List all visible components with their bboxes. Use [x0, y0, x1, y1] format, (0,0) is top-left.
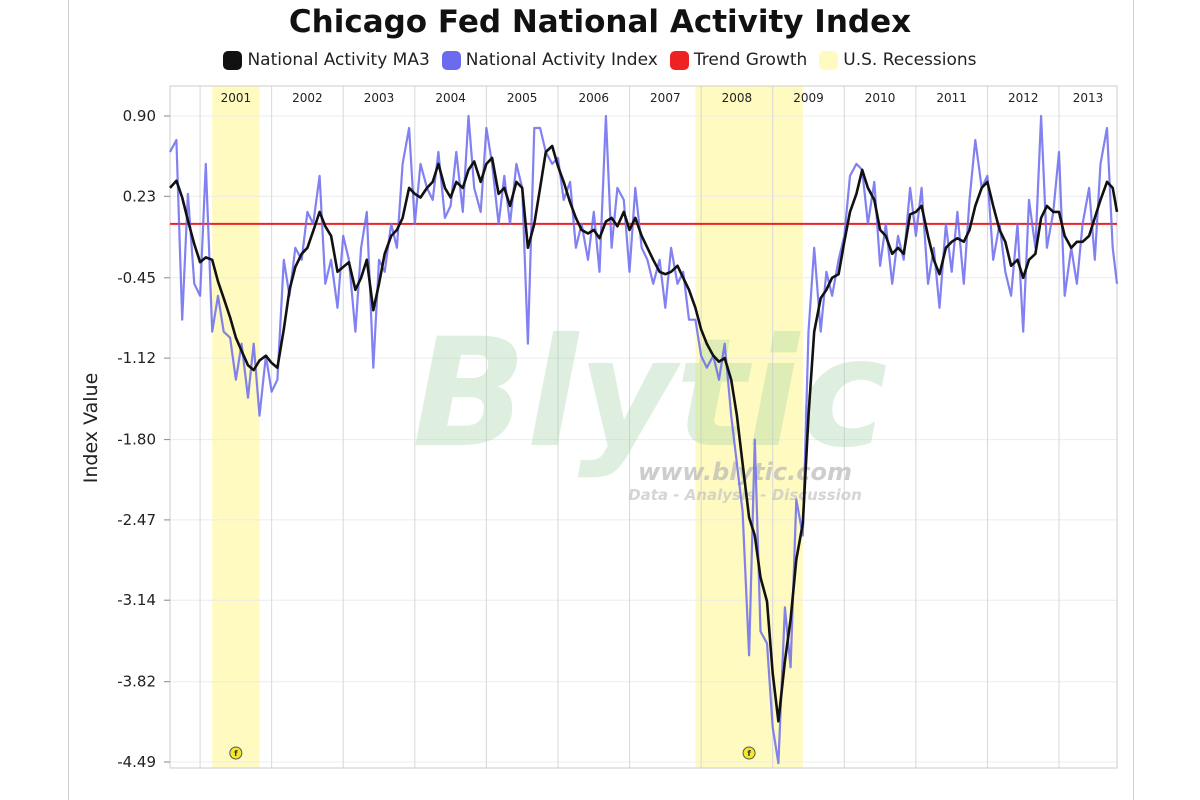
- y-tick-label-7: -3.14: [117, 591, 156, 609]
- legend-label-recessions: U.S. Recessions: [843, 50, 977, 70]
- plot-border: [169, 85, 1118, 769]
- watermark: Blytic www.blytic.com Data - Analysis - …: [412, 307, 888, 504]
- x-tick-label-2008: 2008: [722, 91, 753, 105]
- y-tick-label-3: -0.45: [117, 269, 156, 287]
- x-tick-label-2005: 2005: [507, 91, 538, 105]
- grid-lines: [170, 86, 1117, 768]
- x-tick-label-2009: 2009: [793, 91, 824, 105]
- legend-swatch-ma3: [223, 50, 243, 70]
- x-tick-label-2004: 2004: [435, 91, 466, 105]
- legend-swatch-recessions: [819, 50, 839, 70]
- x-tick-label-2007: 2007: [650, 91, 681, 105]
- legend-item-index[interactable]: National Activity Index: [441, 50, 658, 70]
- y-tick-label-5: -1.80: [117, 431, 156, 449]
- x-tick-label-2006: 2006: [578, 91, 609, 105]
- recession-marker-label-2: f: [747, 749, 751, 758]
- y-tick-label-2: 0.23: [123, 187, 156, 205]
- x-tick-label-2003: 2003: [364, 91, 395, 105]
- series-line-national-activity-ma3: [169, 144, 1119, 723]
- x-tick-label-2011: 2011: [936, 91, 967, 105]
- x-tick-label-2013: 2013: [1073, 91, 1104, 105]
- legend-label-trend: Trend Growth: [693, 50, 808, 70]
- legend-item-ma3[interactable]: National Activity MA3: [223, 50, 430, 70]
- legend-item-recessions[interactable]: U.S. Recessions: [819, 50, 977, 70]
- y-tick-label-8: -3.82: [117, 673, 156, 691]
- x-tick-label-2010: 2010: [865, 91, 896, 105]
- y-tick-label-4: -1.12: [117, 349, 156, 367]
- legend-item-trend[interactable]: Trend Growth: [669, 50, 808, 70]
- x-tick-label-2001: 2001: [221, 91, 252, 105]
- watermark-brand: Blytic: [412, 307, 888, 481]
- legend-label-index: National Activity Index: [465, 50, 658, 70]
- axes: 2001 2002 2003 2004 2005 2006 2007 2008 2009 2010…: [117, 85, 1118, 771]
- recession-band-1: [212, 86, 260, 768]
- recession-marker-1: [229, 746, 243, 760]
- x-tick-label-2012: 2012: [1008, 91, 1039, 105]
- legend-swatch-trend: [669, 50, 689, 70]
- x-tick-label-2002: 2002: [292, 91, 323, 105]
- chart-legend: National Activity MA3 National Activity …: [0, 50, 1200, 70]
- series-line-national-activity-index: [169, 114, 1119, 765]
- y-axis-label: Index Value: [80, 373, 102, 484]
- y-tick-label-6: -2.47: [117, 511, 156, 529]
- y-tick-label-9: -4.49: [117, 753, 156, 771]
- recession-marker-2: [742, 746, 756, 760]
- y-tick-label-1: 0.90: [123, 107, 156, 125]
- legend-swatch-index: [441, 50, 461, 70]
- series-lines: [169, 114, 1119, 765]
- recession-marker-label-1: f: [234, 749, 238, 758]
- legend-label-ma3: National Activity MA3: [247, 50, 430, 70]
- chart-title: Chicago Fed National Activity Index: [288, 4, 912, 40]
